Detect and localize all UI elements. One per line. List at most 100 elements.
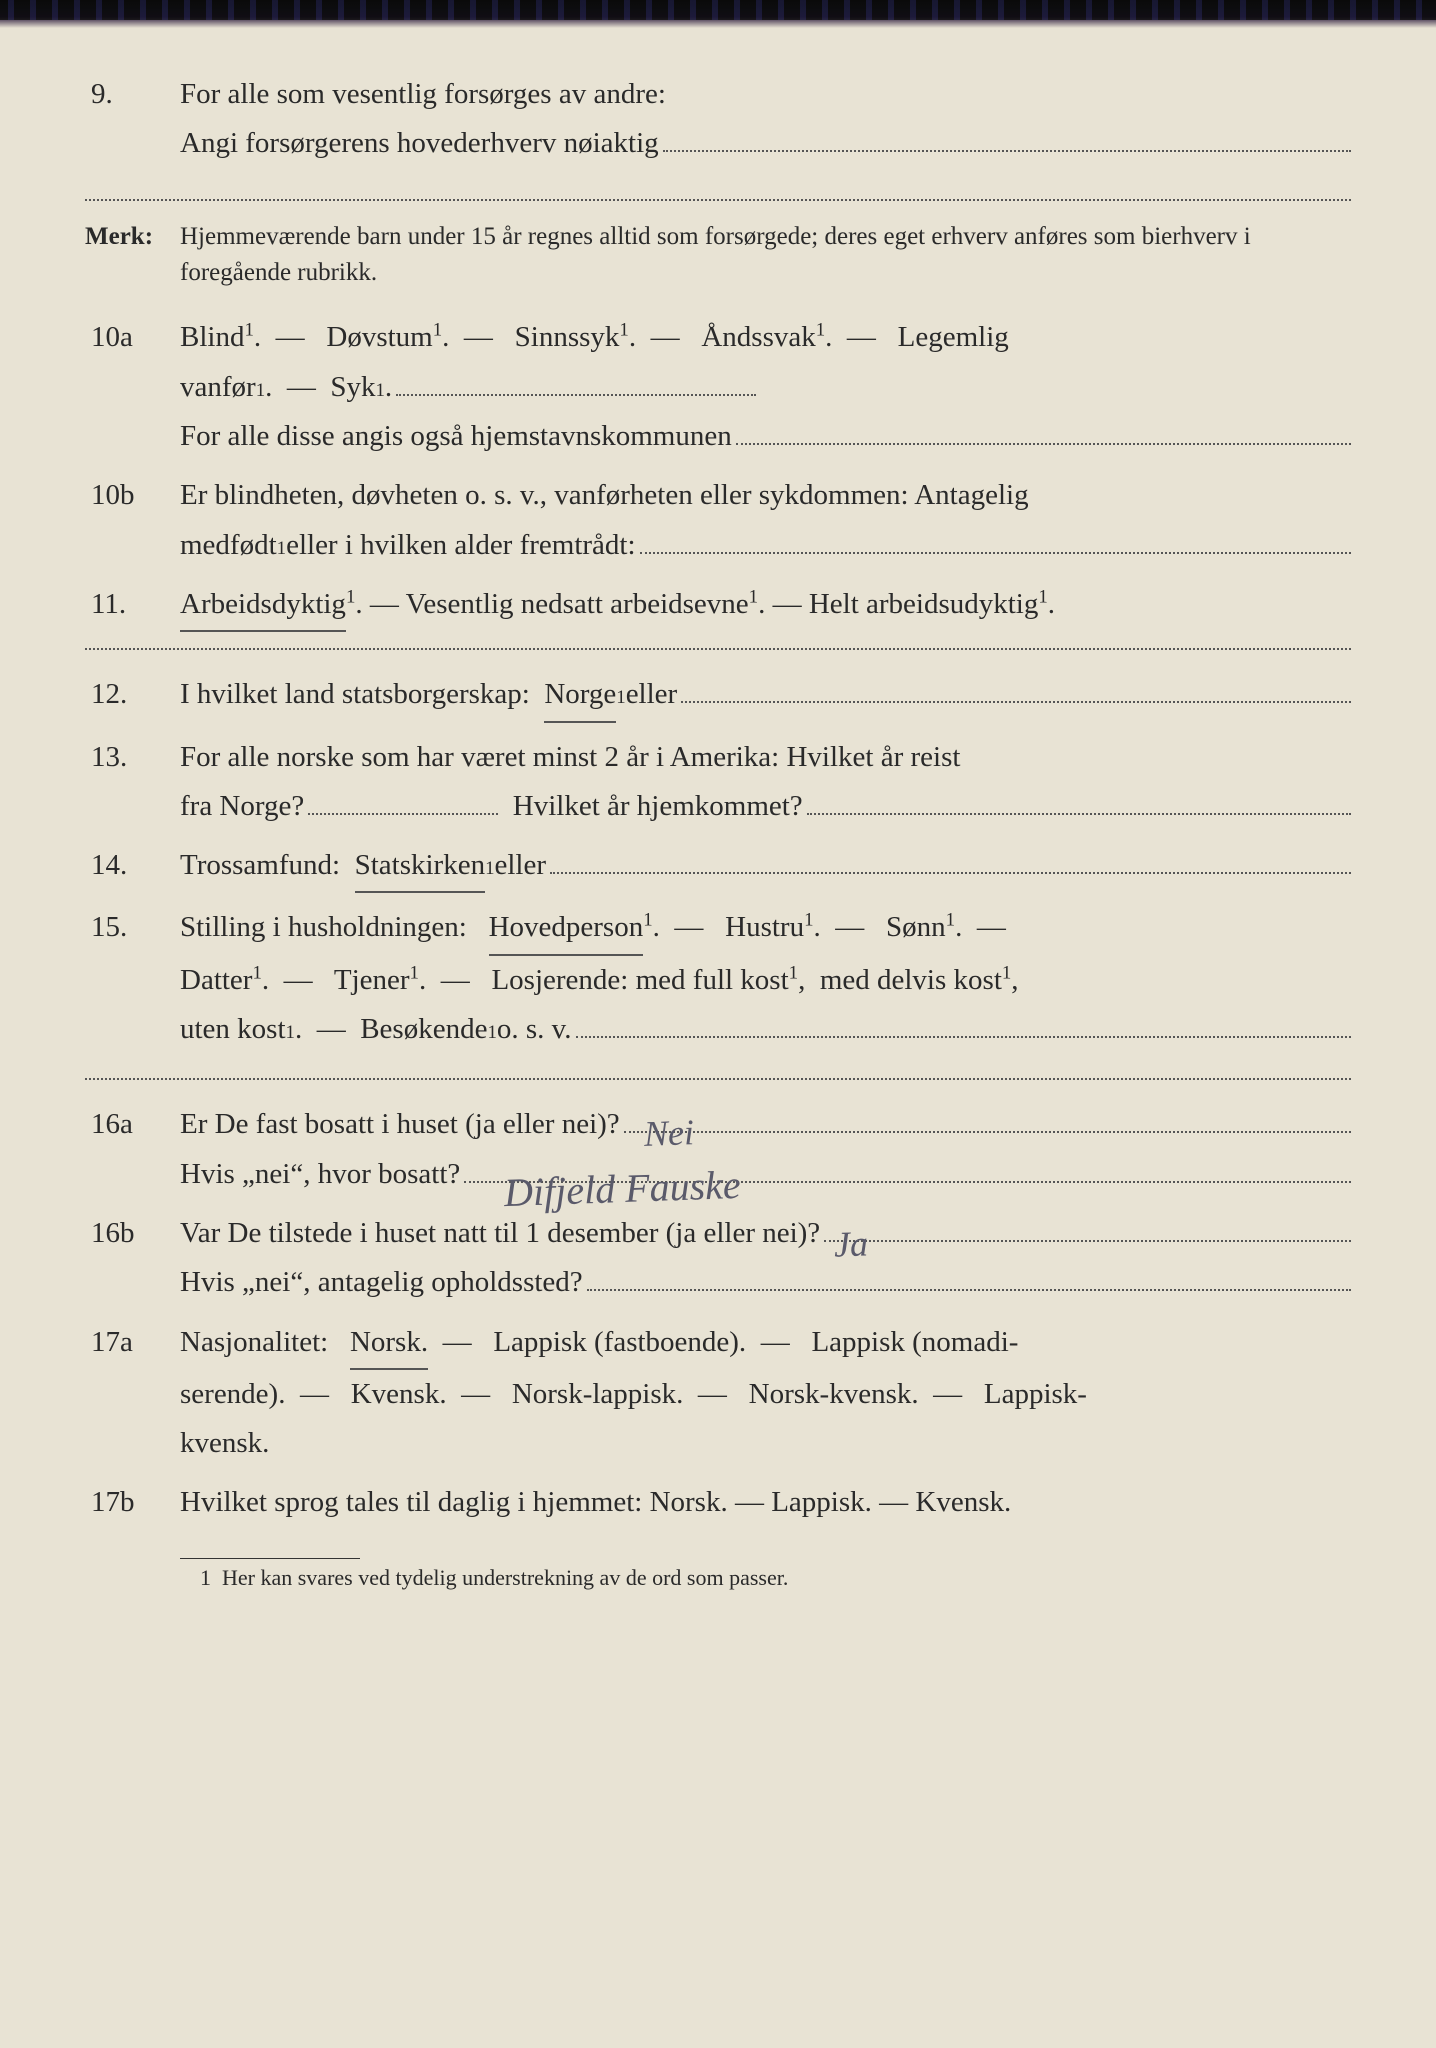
q12-norge: Norge xyxy=(544,670,616,722)
q12-body: I hvilket land statsborgerskap: Norge1 e… xyxy=(180,670,1351,722)
q14-statskirken: Statskirken xyxy=(355,841,486,893)
q10b-line2-row: medfødt1 eller i hvilken alder fremtrådt… xyxy=(180,521,1351,570)
q16b-line1-row: Var De tilstede i huset natt til 1 desem… xyxy=(180,1209,1351,1258)
q10a-legemlig: Legemlig xyxy=(898,321,1009,353)
q9-blank-line[interactable] xyxy=(85,179,1351,201)
q14-body: Trossamfund: Statskirken1 eller xyxy=(180,841,1351,893)
q15-osv: o. s. v. xyxy=(497,1005,572,1054)
q12-fill[interactable] xyxy=(681,701,1351,703)
q16a-line1: Er De fast bosatt i huset (ja eller nei)… xyxy=(180,1100,620,1149)
question-15: 15. Stilling i husholdningen: Hovedperso… xyxy=(85,903,1351,1054)
q13-number: 13. xyxy=(85,733,180,782)
q10a-vanfor: vanfør xyxy=(180,363,256,412)
q13-fill1[interactable] xyxy=(308,813,498,815)
q17a-number: 17a xyxy=(85,1318,180,1367)
q15-line2: Datter1. — Tjener1. — Losjerende: med fu… xyxy=(180,956,1351,1005)
question-17b: 17b Hvilket sprog tales til daglig i hje… xyxy=(85,1478,1351,1527)
q15-tjener: Tjener xyxy=(334,964,410,996)
q14-fill[interactable] xyxy=(550,872,1351,874)
q17a-lapp-kv1: Lappisk- xyxy=(984,1378,1087,1410)
q16b-body: Var De tilstede i huset natt til 1 desem… xyxy=(180,1209,1351,1308)
q13-fra: fra Norge? xyxy=(180,782,304,831)
question-14: 14. Trossamfund: Statskirken1 eller xyxy=(85,841,1351,893)
footnote-rule xyxy=(180,1558,360,1559)
scan-top-edge xyxy=(0,0,1436,28)
q15-sonn: Sønn xyxy=(886,911,946,943)
q11-number: 11. xyxy=(85,580,180,629)
q16a-body: Er De fast bosatt i huset (ja eller nei)… xyxy=(180,1100,1351,1199)
q16b-fill2[interactable] xyxy=(587,1289,1351,1291)
q16a-fill2[interactable]: Difjeld Fauske xyxy=(464,1181,1351,1183)
q11-udyktig: Helt arbeidsudyktig xyxy=(809,588,1039,620)
section-divider-2 xyxy=(85,1078,1351,1080)
question-10a: 10a Blind1. — Døvstum1. — Sinnssyk1. — Å… xyxy=(85,313,1351,461)
q17a-norsk-lapp: Norsk-lappisk. xyxy=(512,1378,684,1410)
q15-uten: uten kost xyxy=(180,1005,286,1054)
merk-text: Hjemmeværende barn under 15 år regnes al… xyxy=(180,219,1351,292)
q10a-line2: vanfør1. — Syk1. xyxy=(180,363,1351,412)
q17a-kvensk: Kvensk. xyxy=(351,1378,447,1410)
q10b-line1: Er blindheten, døvheten o. s. v., vanfør… xyxy=(180,471,1351,520)
q15-hovedperson: Hovedperson xyxy=(489,903,644,955)
question-13: 13. For alle norske som har været minst … xyxy=(85,733,1351,832)
question-12: 12. I hvilket land statsborgerskap: Norg… xyxy=(85,670,1351,722)
q9-body: For alle som vesentlig forsørges av andr… xyxy=(180,70,1351,169)
q10b-fill[interactable] xyxy=(640,552,1351,554)
q10b-number: 10b xyxy=(85,471,180,520)
q9-fill[interactable] xyxy=(663,150,1351,152)
q10a-number: 10a xyxy=(85,313,180,362)
q16a-line2-row: Hvis „nei“, hvor bosatt? Difjeld Fauske xyxy=(180,1150,1351,1199)
q13-line1: For alle norske som har været minst 2 år… xyxy=(180,733,1351,782)
merk-label: Merk: xyxy=(85,219,180,292)
q12-label: I hvilket land statsborgerskap: xyxy=(180,670,530,719)
q10a-body: Blind1. — Døvstum1. — Sinnssyk1. — Åndss… xyxy=(180,313,1351,461)
q17a-lapp-nomad2: serende). xyxy=(180,1378,285,1410)
q10a-fill2[interactable] xyxy=(736,443,1351,445)
q16a-line1-row: Er De fast bosatt i huset (ja eller nei)… xyxy=(180,1100,1351,1149)
q16b-answer-ja: Ja xyxy=(833,1213,869,1275)
q14-eller: eller xyxy=(495,841,547,890)
q11-body: Arbeidsdyktig1. — Vesentlig nedsatt arbe… xyxy=(180,580,1351,632)
q10a-dovstum: Døvstum xyxy=(326,321,432,353)
footnote-text: Her kan svares ved tydelig understreknin… xyxy=(222,1565,788,1590)
question-10b: 10b Er blindheten, døvheten o. s. v., va… xyxy=(85,471,1351,570)
q17b-body: Hvilket sprog tales til daglig i hjemmet… xyxy=(180,1478,1351,1527)
q10a-line3-row: For alle disse angis også hjemstavnskomm… xyxy=(180,412,1351,461)
q17a-line2: serende). — Kvensk. — Norsk-lappisk. — N… xyxy=(180,1370,1351,1419)
q15-datter: Datter xyxy=(180,964,252,996)
q9-number: 9. xyxy=(85,70,180,119)
q10a-fill[interactable] xyxy=(396,394,756,396)
q17a-lapp-fast: Lappisk (fastboende). xyxy=(493,1326,746,1358)
q15-fill[interactable] xyxy=(576,1036,1351,1038)
q16b-line2: Hvis „nei“, antagelig opholdssted? xyxy=(180,1258,583,1307)
question-11: 11. Arbeidsdyktig1. — Vesentlig nedsatt … xyxy=(85,580,1351,632)
q15-number: 15. xyxy=(85,903,180,952)
q16b-line2-row: Hvis „nei“, antagelig opholdssted? xyxy=(180,1258,1351,1307)
q10a-sinnssyk: Sinnssyk xyxy=(515,321,620,353)
q17a-lapp-nomad1: Lappisk (nomadi- xyxy=(811,1326,1018,1358)
q17b-number: 17b xyxy=(85,1478,180,1527)
q16b-fill1[interactable]: Ja xyxy=(824,1240,1351,1242)
question-16a: 16a Er De fast bosatt i huset (ja eller … xyxy=(85,1100,1351,1199)
q16a-fill1[interactable]: Nei xyxy=(624,1131,1351,1133)
q10b-medfodt: medfødt xyxy=(180,521,277,570)
section-divider-1 xyxy=(85,648,1351,650)
q13-hjem: Hvilket år hjemkommet? xyxy=(513,782,803,831)
q13-fill2[interactable] xyxy=(807,813,1351,815)
q17a-line1: Nasjonalitet: Norsk. — Lappisk (fastboen… xyxy=(180,1318,1351,1370)
footnote-num: 1 xyxy=(200,1565,211,1590)
q13-body: For alle norske som har været minst 2 år… xyxy=(180,733,1351,832)
q9-line1: For alle som vesentlig forsørges av andr… xyxy=(180,70,1351,119)
question-9: 9. For alle som vesentlig forsørges av a… xyxy=(85,70,1351,169)
q14-label: Trossamfund: xyxy=(180,841,340,890)
q10b-eller: eller i hvilken alder fremtrådt: xyxy=(286,521,635,570)
merk-note: Merk: Hjemmeværende barn under 15 år reg… xyxy=(85,219,1351,292)
q15-hustru: Hustru xyxy=(725,911,804,943)
q17a-label: Nasjonalitet: xyxy=(180,1326,328,1358)
q15-line3-row: uten kost1. — Besøkende1 o. s. v. xyxy=(180,1005,1351,1054)
q11-nedsatt: Vesentlig nedsatt arbeidsevne xyxy=(406,588,749,620)
q10a-syk: Syk xyxy=(330,363,375,412)
footnote: 1 Her kan svares ved tydelig understrekn… xyxy=(200,1565,1351,1591)
q17a-line3: kvensk. xyxy=(180,1419,1351,1468)
q16a-line2: Hvis „nei“, hvor bosatt? xyxy=(180,1150,460,1199)
